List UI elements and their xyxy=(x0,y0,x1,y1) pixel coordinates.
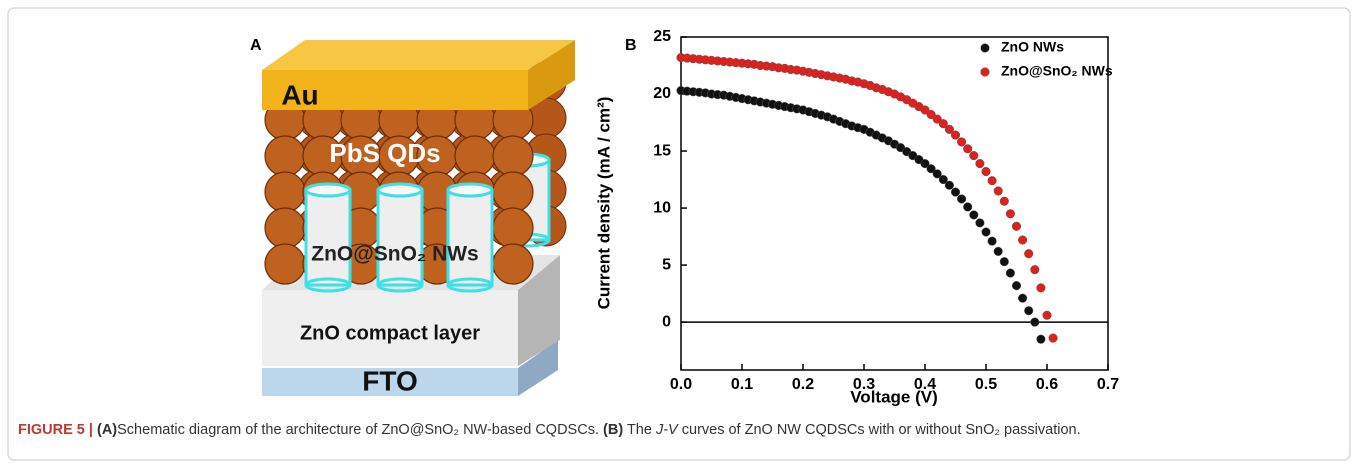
panel-label: A xyxy=(250,37,262,54)
data-point xyxy=(976,219,985,228)
panel-a: A Au PbS QDs ZnO@SnO₂ NWs ZnO compact la… xyxy=(250,37,575,396)
nanowire-top xyxy=(448,184,492,196)
data-point xyxy=(1006,209,1015,218)
data-point xyxy=(976,159,985,168)
panel-label: B xyxy=(625,37,637,54)
caption-figure: FIGURE 5 | xyxy=(18,422,93,438)
x-tick-label: 0.6 xyxy=(1036,376,1058,393)
y-tick-label: 10 xyxy=(653,199,671,216)
data-point xyxy=(951,131,960,140)
quantum-dot xyxy=(265,172,305,212)
caption-text: J-V xyxy=(655,422,679,438)
layer-label: FTO xyxy=(362,365,417,396)
x-tick-label: 0.2 xyxy=(792,376,814,393)
data-point xyxy=(994,187,1003,196)
data-point xyxy=(1024,249,1033,258)
data-point xyxy=(1018,236,1027,245)
data-point xyxy=(1049,334,1058,343)
layer-label: ZnO compact layer xyxy=(300,322,480,344)
data-point xyxy=(1012,222,1021,231)
y-tick-label: 5 xyxy=(662,256,671,273)
quantum-dot xyxy=(265,244,305,284)
data-point xyxy=(1043,311,1052,320)
layer-label: ZnO@SnO₂ NWs xyxy=(311,243,478,266)
au-top xyxy=(262,40,575,70)
caption-text: Schematic diagram of the architecture of… xyxy=(117,422,599,438)
data-point xyxy=(988,237,997,246)
caption-label: (A) xyxy=(97,422,117,438)
y-tick-label: 0 xyxy=(662,313,671,330)
x-tick-label: 0.1 xyxy=(731,376,753,393)
data-point xyxy=(988,176,997,185)
quantum-dot xyxy=(493,172,533,212)
data-point xyxy=(970,211,979,220)
y-tick-label: 15 xyxy=(653,142,671,159)
legend-label: ZnO@SnO₂ NWs xyxy=(1001,63,1113,79)
caption-label: (B) xyxy=(603,422,623,438)
quantum-dot xyxy=(493,208,533,248)
data-point xyxy=(951,188,960,197)
y-tick-label: 25 xyxy=(653,28,671,45)
x-tick-label: 0.7 xyxy=(1097,376,1119,393)
legend-marker xyxy=(981,68,990,77)
data-point xyxy=(945,181,954,190)
data-point xyxy=(982,228,991,237)
figure: A Au PbS QDs ZnO@SnO₂ NWs ZnO compact la… xyxy=(0,0,1358,467)
data-point xyxy=(1018,294,1027,303)
data-point xyxy=(994,247,1003,256)
quantum-dot xyxy=(493,136,533,176)
data-point xyxy=(1031,265,1040,274)
caption-text: curves of ZnO NW CQDSCs with or without … xyxy=(682,422,1081,438)
y-axis-title: Current density (mA / cm²) xyxy=(594,97,613,310)
data-point xyxy=(963,144,972,153)
layer-label: Au xyxy=(281,79,318,110)
data-point xyxy=(1031,318,1040,327)
data-point xyxy=(982,167,991,176)
nanowire-top xyxy=(378,184,422,196)
data-point xyxy=(957,195,966,204)
nanowire-top xyxy=(306,184,350,196)
nanowire xyxy=(306,190,350,285)
data-point xyxy=(1000,197,1009,206)
quantum-dot xyxy=(265,208,305,248)
layer-label: PbS QDs xyxy=(329,138,440,168)
legend-marker xyxy=(981,44,990,53)
data-point xyxy=(1000,257,1009,266)
x-tick-label: 0.0 xyxy=(670,376,692,393)
quantum-dot xyxy=(265,136,305,176)
x-tick-label: 0.4 xyxy=(914,376,936,393)
data-point xyxy=(963,203,972,212)
x-tick-label: 0.3 xyxy=(853,376,875,393)
data-point xyxy=(1006,269,1015,278)
caption-text: The xyxy=(627,422,652,438)
data-point xyxy=(1012,281,1021,290)
quantum-dot xyxy=(493,244,533,284)
x-tick-label: 0.5 xyxy=(975,376,997,393)
caption: FIGURE 5 | (A)Schematic diagram of the a… xyxy=(18,422,1081,438)
data-point xyxy=(1037,335,1046,344)
data-point xyxy=(1024,306,1033,315)
data-point xyxy=(1037,284,1046,293)
data-point xyxy=(970,151,979,160)
nanowire xyxy=(448,190,492,285)
nanowire xyxy=(378,190,422,285)
data-point xyxy=(957,138,966,147)
legend-label: ZnO NWs xyxy=(1001,39,1064,55)
y-tick-label: 20 xyxy=(653,85,671,102)
quantum-dot xyxy=(455,136,495,176)
